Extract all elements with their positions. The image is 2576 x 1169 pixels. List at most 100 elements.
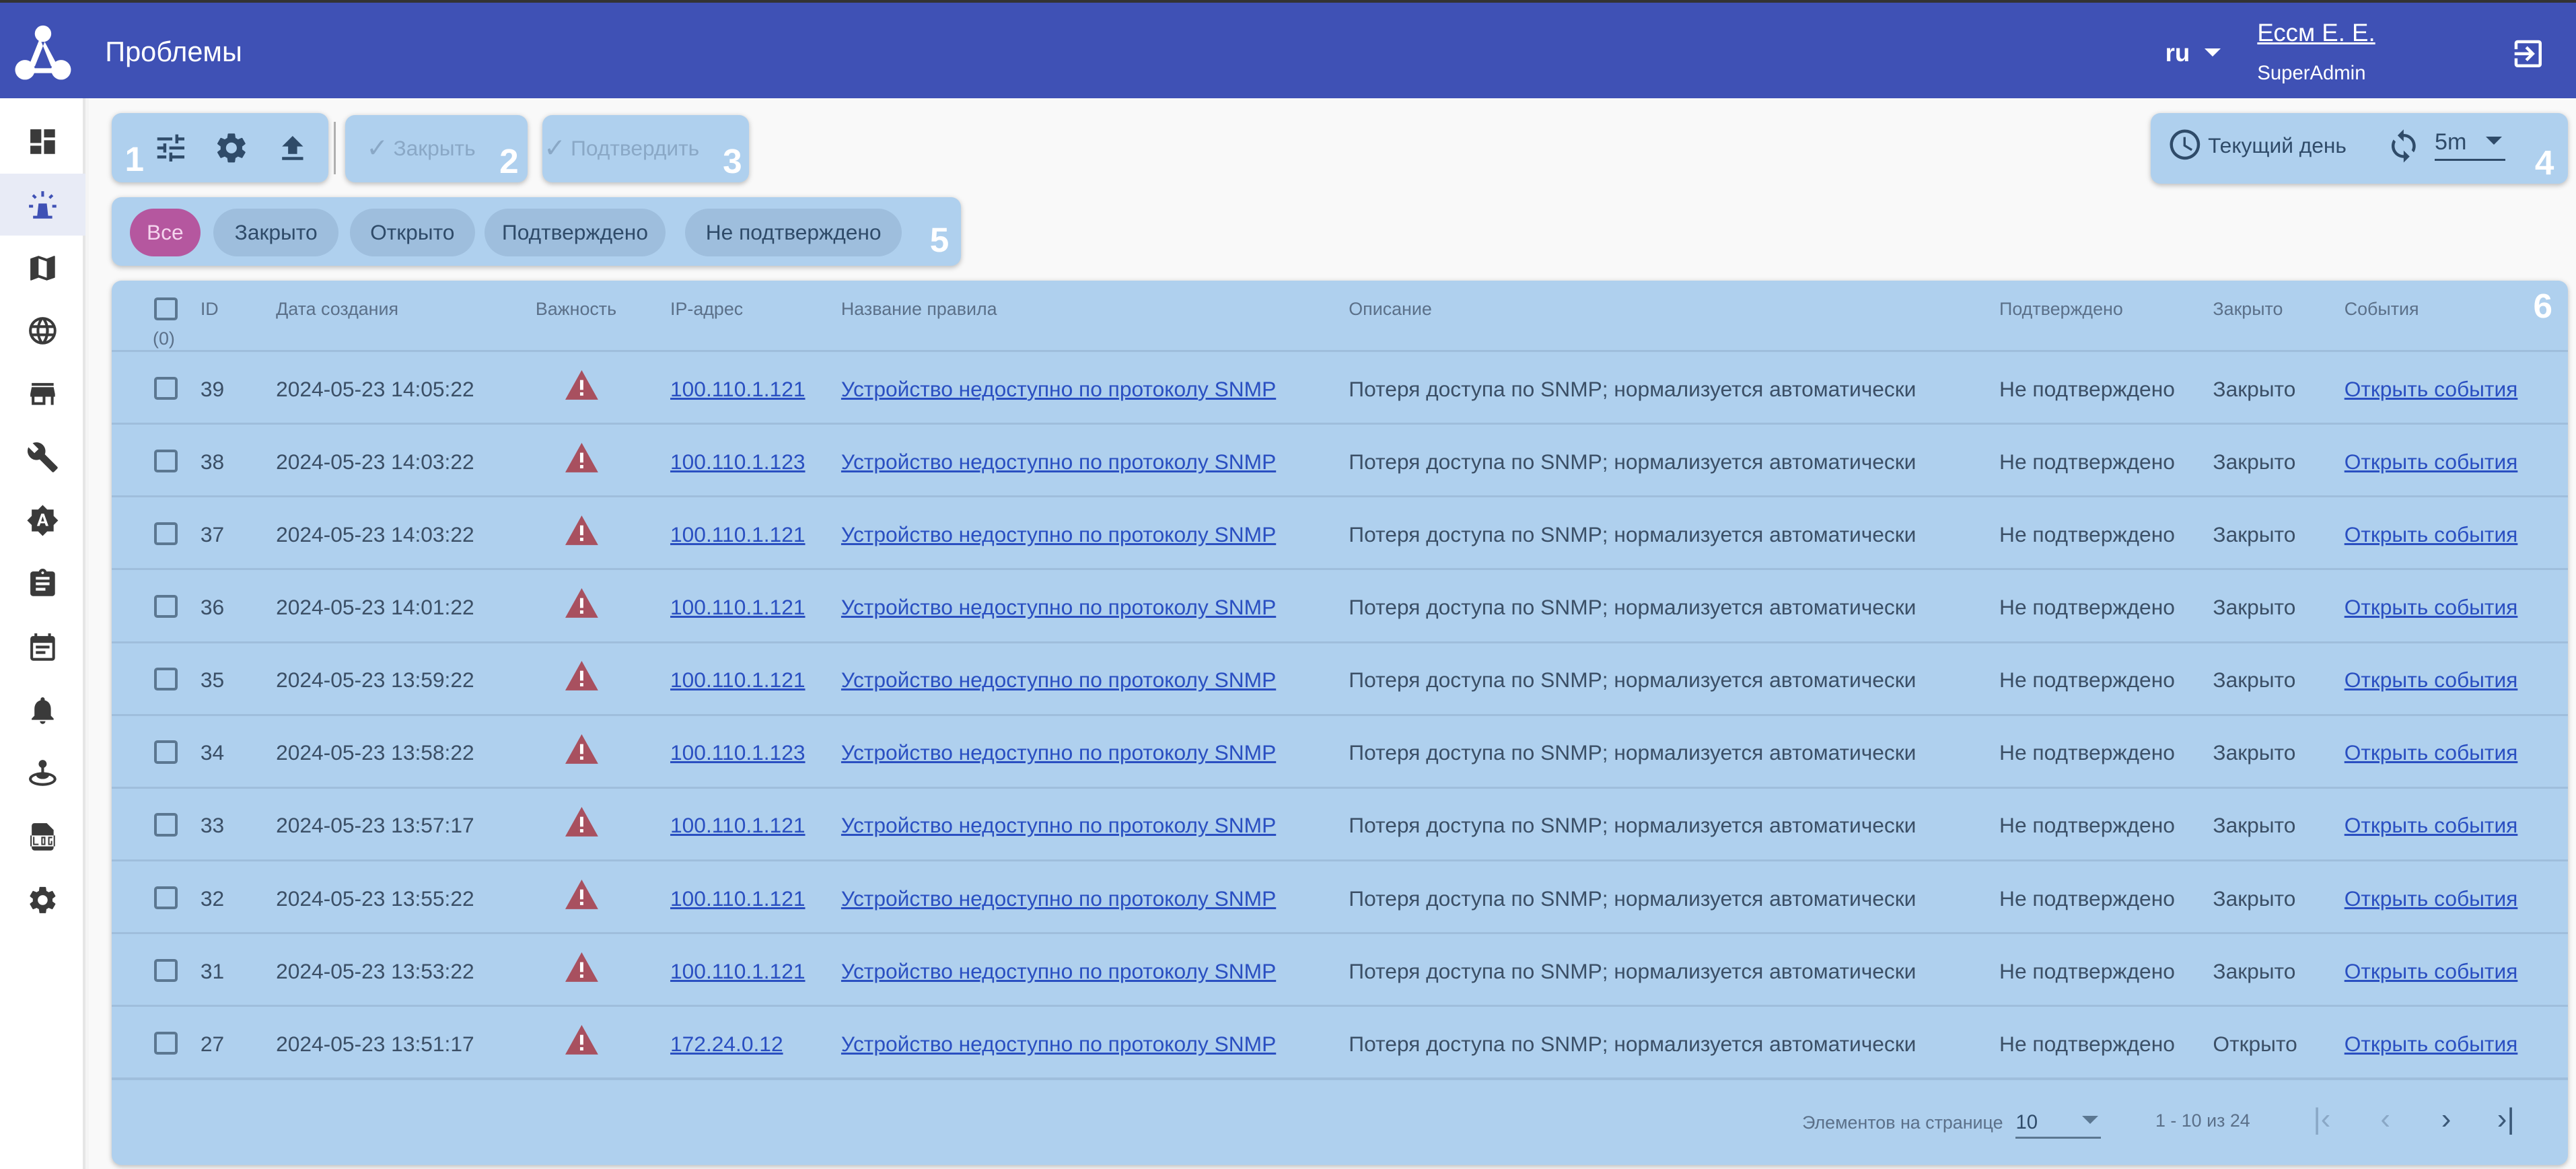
per-page-label: Элементов на странице (1802, 1112, 2003, 1133)
sidebar-item-bell[interactable] (0, 679, 85, 742)
open-events-link[interactable]: Открыть события (2344, 376, 2518, 401)
table-row[interactable]: 27 2024-05-23 13:51:17 172.24.0.12 Устройст… (112, 1005, 2568, 1077)
cell-ip-link[interactable]: 100.110.1.121 (670, 522, 806, 546)
column-header-severity[interactable]: Важность (535, 299, 617, 320)
close-button[interactable]: ✓ Закрыть (366, 133, 475, 164)
logout-icon[interactable] (2510, 36, 2546, 72)
filter-chip-open[interactable]: Открыто (349, 209, 475, 256)
table-row[interactable]: 31 2024-05-23 13:53:22 100.110.1.121 Устрой… (112, 932, 2568, 1004)
cell-ip-link[interactable]: 100.110.1.121 (670, 595, 806, 620)
cell-rule-link[interactable]: Устройство недоступно по протоколу SNMP (840, 595, 1277, 620)
open-events-link[interactable]: Открыть события (2344, 522, 2518, 546)
sidebar-item-dashboard[interactable] (0, 110, 85, 173)
language-select[interactable]: ru (2165, 38, 2190, 67)
column-header-description[interactable]: Описание (1349, 299, 1432, 320)
column-header-confirmed[interactable]: Подтверждено (1999, 299, 2123, 320)
cell-ip-link[interactable]: 100.110.1.121 (670, 886, 806, 911)
upload-icon[interactable] (275, 130, 311, 166)
tune-icon[interactable] (153, 130, 189, 166)
cell-rule-link[interactable]: Устройство недоступно по протоколу SNMP (840, 668, 1277, 693)
sidebar-item-brightness-auto[interactable] (0, 489, 85, 552)
table-row[interactable]: 39 2024-05-23 14:05:22 100.110.1.121 Устрой… (112, 349, 2568, 422)
cell-ip-link[interactable]: 100.110.1.123 (670, 449, 806, 474)
table-row[interactable]: 38 2024-05-23 14:03:22 100.110.1.123 Устрой… (112, 423, 2568, 495)
row-checkbox[interactable] (154, 376, 178, 400)
row-checkbox[interactable] (154, 522, 178, 546)
cell-ip-link[interactable]: 172.24.0.12 (670, 1031, 783, 1056)
open-events-link[interactable]: Открыть события (2344, 595, 2518, 620)
sidebar-item-globe[interactable] (0, 300, 85, 363)
filter-chip-all[interactable]: Все (129, 209, 201, 256)
cell-rule-link[interactable]: Устройство недоступно по протоколу SNMP (840, 449, 1277, 474)
row-checkbox[interactable] (154, 740, 178, 764)
refresh-interval-select[interactable]: 5m (2435, 127, 2505, 162)
open-events-link[interactable]: Открыть события (2344, 668, 2518, 693)
column-header-rule[interactable]: Название правила (840, 299, 997, 320)
table-row[interactable]: 32 2024-05-23 13:55:22 100.110.1.121 Устрой… (112, 859, 2568, 931)
cell-created: 2024-05-23 14:03:22 (276, 522, 474, 546)
column-header-id[interactable]: ID (200, 299, 219, 320)
sidebar-item-settings[interactable] (0, 869, 85, 931)
filter-chip-unconfirmed[interactable]: Не подтверждено (685, 209, 902, 256)
row-checkbox[interactable] (154, 958, 178, 982)
cell-ip-link[interactable]: 100.110.1.121 (670, 813, 806, 838)
sidebar-item-map[interactable] (0, 237, 85, 299)
clock-icon[interactable] (2167, 127, 2203, 163)
cell-rule-link[interactable]: Устройство недоступно по протоколу SNMP (840, 740, 1277, 765)
cell-ip-link[interactable]: 100.110.1.121 (670, 668, 806, 693)
cell-rule-link[interactable]: Устройство недоступно по протоколу SNMP (840, 1031, 1277, 1056)
last-page-icon[interactable]: ›| (2497, 1102, 2515, 1136)
sidebar-item-calendar[interactable] (0, 616, 85, 678)
cell-rule-link[interactable]: Устройство недоступно по протоколу SNMP (840, 886, 1277, 911)
row-checkbox[interactable] (154, 813, 178, 837)
column-header-events[interactable]: События (2344, 299, 2419, 320)
sidebar-item-wrench[interactable] (0, 427, 85, 489)
row-checkbox[interactable] (154, 595, 178, 618)
previous-page-icon[interactable]: ‹ (2380, 1102, 2391, 1136)
sidebar-item-log-file[interactable] (0, 806, 85, 868)
table-row[interactable]: 33 2024-05-23 13:57:17 100.110.1.121 Устрой… (112, 786, 2568, 859)
cell-rule-link[interactable]: Устройство недоступно по протоколу SNMP (840, 958, 1277, 983)
sidebar-item-siren-alarm[interactable] (0, 173, 85, 236)
row-checkbox[interactable] (154, 1031, 178, 1055)
open-events-link[interactable]: Открыть события (2344, 740, 2518, 765)
filter-chip-closed[interactable]: Закрыто (213, 209, 338, 256)
row-checkbox[interactable] (154, 886, 178, 909)
user-name-link[interactable]: Ессм Е. Е. (2257, 19, 2375, 47)
open-events-link[interactable]: Открыть события (2344, 813, 2518, 838)
open-events-link[interactable]: Открыть события (2344, 1031, 2518, 1056)
sidebar-item-joystick[interactable] (0, 742, 85, 805)
cell-rule-link[interactable]: Устройство недоступно по протоколу SNMP (840, 522, 1277, 546)
per-page-select[interactable]: 10 (2015, 1106, 2102, 1139)
column-header-closed[interactable]: Закрыто (2213, 299, 2283, 320)
refresh-icon[interactable] (2386, 128, 2422, 164)
open-events-link[interactable]: Открыть события (2344, 449, 2518, 474)
column-header-created[interactable]: Дата создания (276, 299, 399, 320)
cell-ip-link[interactable]: 100.110.1.123 (670, 740, 806, 765)
filter-chip-confirmed[interactable]: Подтверждено (485, 209, 666, 256)
chevron-down-icon[interactable] (2205, 48, 2221, 57)
table-row[interactable]: 35 2024-05-23 13:59:22 100.110.1.121 Устрой… (112, 641, 2568, 713)
open-events-link[interactable]: Открыть события (2344, 886, 2518, 911)
app-logo-icon[interactable] (13, 22, 73, 81)
cell-rule-link[interactable]: Устройство недоступно по протоколу SNMP (840, 813, 1277, 838)
cell-ip-link[interactable]: 100.110.1.121 (670, 376, 806, 401)
cell-ip-link[interactable]: 100.110.1.121 (670, 958, 806, 983)
confirm-button[interactable]: ✓ Подтвердить (544, 133, 699, 164)
sidebar-item-clipboard[interactable] (0, 553, 85, 615)
table-row[interactable]: 36 2024-05-23 14:01:22 100.110.1.121 Устрой… (112, 568, 2568, 640)
cell-confirmed: Не подтверждено (1999, 595, 2175, 620)
row-checkbox[interactable] (154, 668, 178, 691)
next-page-icon[interactable]: › (2441, 1102, 2452, 1136)
table-row[interactable]: 37 2024-05-23 14:03:22 100.110.1.121 Устрой… (112, 495, 2568, 567)
period-select[interactable]: Текущий день (2208, 133, 2347, 157)
first-page-icon[interactable]: |‹ (2313, 1102, 2331, 1136)
select-all-checkbox[interactable] (154, 297, 178, 321)
cell-rule-link[interactable]: Устройство недоступно по протоколу SNMP (840, 376, 1277, 401)
settings-icon[interactable] (213, 130, 250, 166)
column-header-ip[interactable]: IP-адрес (670, 299, 744, 320)
sidebar-item-store[interactable] (0, 363, 85, 426)
row-checkbox[interactable] (154, 449, 178, 472)
table-row[interactable]: 34 2024-05-23 13:58:22 100.110.1.123 Устрой… (112, 713, 2568, 786)
open-events-link[interactable]: Открыть события (2344, 958, 2518, 983)
